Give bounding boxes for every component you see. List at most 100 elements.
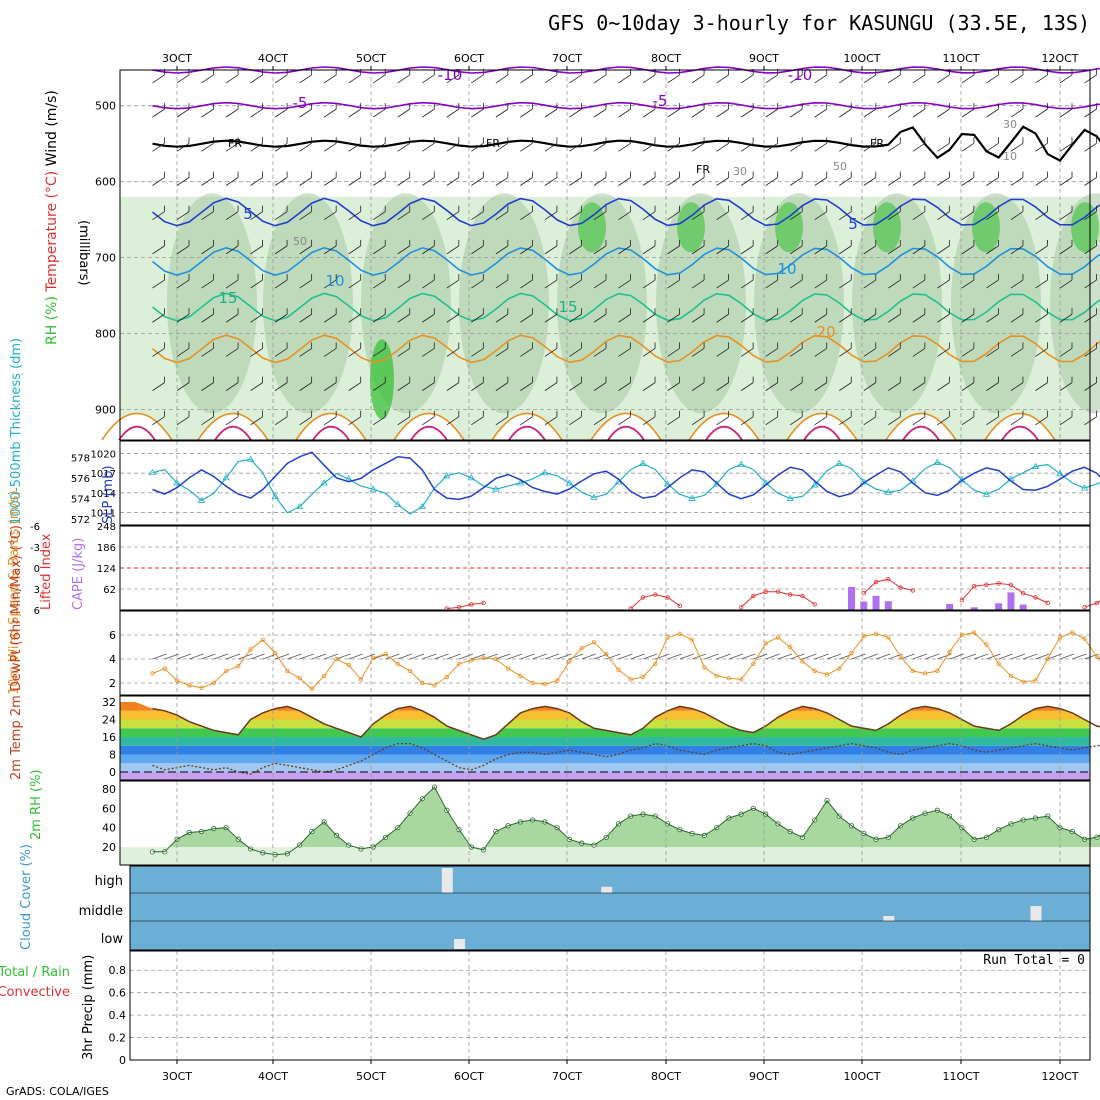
wind-barb	[250, 348, 263, 357]
wind-barb	[446, 211, 460, 221]
wind-barb	[937, 416, 950, 426]
wind-barb	[593, 211, 607, 221]
wind-barb	[397, 177, 410, 186]
wind-speed-point	[604, 652, 609, 657]
wind-barb	[544, 108, 558, 118]
wind-barb	[520, 74, 533, 84]
temp-tick-label: 16	[102, 731, 116, 744]
wind-barb	[176, 348, 190, 357]
wind-barb	[888, 177, 901, 186]
wind-speed-point	[1082, 636, 1087, 641]
temp-band	[120, 745, 1090, 755]
wind-speed-point	[567, 659, 572, 664]
wind-barb	[912, 108, 926, 118]
wind-barb	[274, 382, 288, 391]
slp-line	[152, 451, 1100, 501]
hot-core	[1001, 425, 1039, 441]
cape-axis-label: CAPE (J/kg)	[71, 538, 86, 610]
thickness-point	[492, 485, 500, 492]
bottom-x-tick-label: 8OCT	[651, 1070, 681, 1083]
wind-barb	[1010, 348, 1024, 357]
wind-barb	[1010, 177, 1024, 186]
wind-barb	[250, 74, 263, 84]
wind-barb	[569, 74, 582, 84]
wind-barb	[863, 313, 876, 323]
wind-barb	[937, 108, 950, 118]
wind-barb	[765, 211, 778, 221]
run-total: Run Total = 0	[983, 953, 1085, 968]
contour-label: 30	[733, 165, 747, 178]
wind10m-barb	[765, 653, 780, 660]
temp-band	[120, 754, 1090, 764]
wind-barb	[740, 74, 754, 84]
rh-moist-core	[972, 202, 1000, 253]
precip-tick-label: 0.4	[109, 1009, 127, 1022]
rh-tick-label: 80	[102, 783, 116, 796]
wind-barb	[446, 142, 460, 152]
wind10m-barb	[324, 653, 339, 660]
hot-core	[607, 425, 645, 441]
wind-barb	[299, 416, 312, 426]
wind-barb	[691, 142, 705, 152]
wind-barb	[1035, 348, 1048, 357]
wind-barb	[397, 313, 410, 323]
wind-barb	[1035, 211, 1048, 221]
wind-barb	[250, 177, 263, 186]
wind-barb	[888, 382, 901, 391]
wind-speed-point	[162, 666, 167, 671]
wind-barb	[593, 348, 607, 357]
wind-barb	[348, 74, 361, 84]
rh-tick-label: 20	[102, 841, 116, 854]
wind-barb	[789, 177, 803, 186]
wind-barb	[152, 382, 165, 391]
top-x-tick-label: 3OCT	[162, 52, 192, 65]
wind-barb	[667, 211, 680, 221]
cloud-bar	[454, 939, 466, 949]
wind-barb	[937, 382, 950, 391]
wind-barb	[1035, 177, 1048, 186]
wind-barb	[863, 142, 876, 152]
wind-barb	[152, 313, 165, 323]
wind-barb	[422, 108, 435, 118]
contour-label: -10	[438, 66, 463, 84]
wind-barb	[740, 177, 754, 186]
wind-barb	[716, 211, 729, 221]
wind10m-barb	[949, 653, 964, 660]
wind-barb	[593, 74, 607, 84]
wind-barb	[471, 348, 484, 357]
wind-barb	[225, 348, 239, 357]
wind-barb	[789, 416, 803, 426]
wind-barb	[299, 348, 312, 357]
wind-speed-point	[211, 680, 216, 686]
temp-tick-label: 0	[109, 766, 116, 779]
wind-barb	[839, 279, 852, 289]
wind10m-barb	[802, 653, 817, 660]
wind-barb	[397, 416, 410, 426]
thickness-point	[1031, 462, 1040, 469]
precip-tick-label: 0	[119, 1054, 126, 1067]
wind-barb	[912, 279, 926, 289]
wind-barb	[544, 382, 558, 391]
isotherm-15	[152, 292, 1100, 322]
wind-speed-point	[849, 650, 854, 656]
thickness-point	[148, 468, 157, 476]
rh-tick-label: 40	[102, 822, 116, 835]
cloud-bar	[601, 886, 613, 893]
wind10m-frame	[119, 610, 1091, 696]
wind-barb	[814, 245, 827, 255]
wind-speed-point	[236, 664, 241, 669]
wind-barb	[471, 313, 484, 323]
wind-speed-point	[812, 668, 817, 674]
wind-speed-point	[358, 677, 364, 682]
wind-barb	[348, 245, 361, 255]
top-x-tick-label: 9OCT	[749, 52, 779, 65]
wind-barb	[691, 211, 705, 221]
wind-barb	[225, 245, 239, 255]
wind-speed-point	[321, 673, 327, 678]
cloud-axis-label: Cloud Cover (%)	[19, 844, 34, 950]
wind-barb	[225, 416, 239, 426]
slp-tick-label: 1014	[91, 489, 116, 500]
wind-barb	[422, 177, 435, 186]
wind-barb	[765, 416, 778, 426]
wind-barb	[839, 416, 852, 426]
